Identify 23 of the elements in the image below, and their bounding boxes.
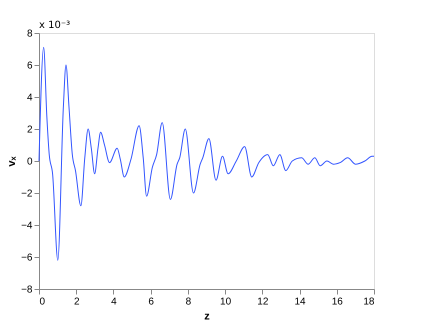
y-tick-label: 4 <box>26 92 33 104</box>
y-tick-label: 8 <box>26 28 33 40</box>
x-tick-label: 14 <box>294 296 306 308</box>
x-tick-label: 4 <box>111 296 118 308</box>
text: x 10⁻³ <box>39 20 70 31</box>
x-tick-label: 0 <box>40 296 46 308</box>
x-tick-label: 8 <box>186 296 192 308</box>
x-tick-label: 12 <box>257 296 269 308</box>
y-tick-label: −2 <box>21 188 33 200</box>
y-tick-label: −8 <box>21 284 33 296</box>
y-tick-label: 0 <box>26 156 33 168</box>
x-tick-label: 6 <box>148 296 154 308</box>
x-tick-label: 10 <box>220 296 232 308</box>
y-tick-label: −6 <box>21 252 33 264</box>
y-tick-label: −4 <box>21 220 33 232</box>
x-axis-title: z <box>204 310 210 322</box>
x-tick-label: 16 <box>332 296 344 308</box>
y-axis-title: vₓ <box>6 155 18 167</box>
x-tick-label: 18 <box>363 296 375 308</box>
y-tick-label: 6 <box>26 60 33 72</box>
line-series <box>38 46 374 261</box>
y-tick-label: 2 <box>26 124 33 136</box>
x-tick-label: 2 <box>74 296 80 308</box>
